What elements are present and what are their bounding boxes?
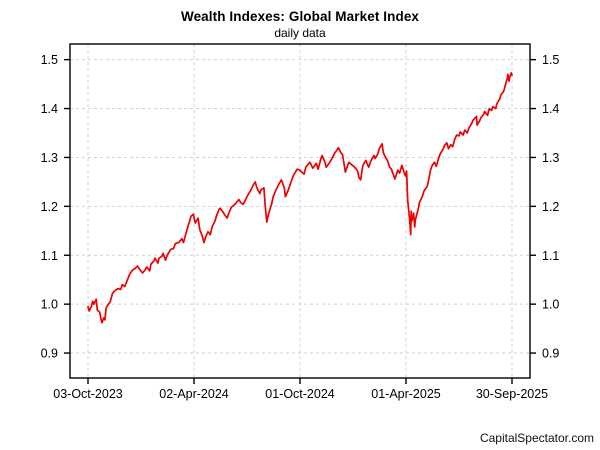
y-axis-tick-label-left: 1.2 <box>41 200 58 214</box>
x-axis-tick-label: 01-Oct-2024 <box>265 387 335 401</box>
y-axis-tick-label-right: 1.0 <box>542 298 559 312</box>
y-axis-tick-label-right: 1.2 <box>542 200 559 214</box>
gmi-series-line <box>87 72 513 324</box>
x-axis-tick-label: 02-Apr-2024 <box>159 387 229 401</box>
y-axis-tick-label-right: 1.1 <box>542 249 559 263</box>
y-axis-tick-label-left: 1.0 <box>41 298 58 312</box>
y-axis-tick-label-right: 0.9 <box>542 347 559 361</box>
chart-title: Wealth Indexes: Global Market Index <box>180 9 420 24</box>
y-axis-tick-label-right: 1.5 <box>542 53 559 67</box>
y-axis-tick-label-left: 1.1 <box>41 249 58 263</box>
chart-subtitle: daily data <box>274 26 326 40</box>
y-axis-tick-label-right: 1.3 <box>542 151 559 165</box>
x-axis-tick-label: 30-Sep-2025 <box>476 387 548 401</box>
x-axis-tick-label: 01-Apr-2025 <box>371 387 441 401</box>
y-axis-tick-label-left: 1.5 <box>41 53 58 67</box>
y-axis-tick-label-left: 1.3 <box>41 151 58 165</box>
y-axis-tick-label-right: 1.4 <box>542 102 559 116</box>
watermark-text: CapitalSpectator.com <box>479 431 594 445</box>
y-axis-tick-label-left: 1.4 <box>41 102 58 116</box>
y-axis-tick-label-left: 0.9 <box>41 347 58 361</box>
x-axis-tick-label: 03-Oct-2023 <box>53 387 123 401</box>
